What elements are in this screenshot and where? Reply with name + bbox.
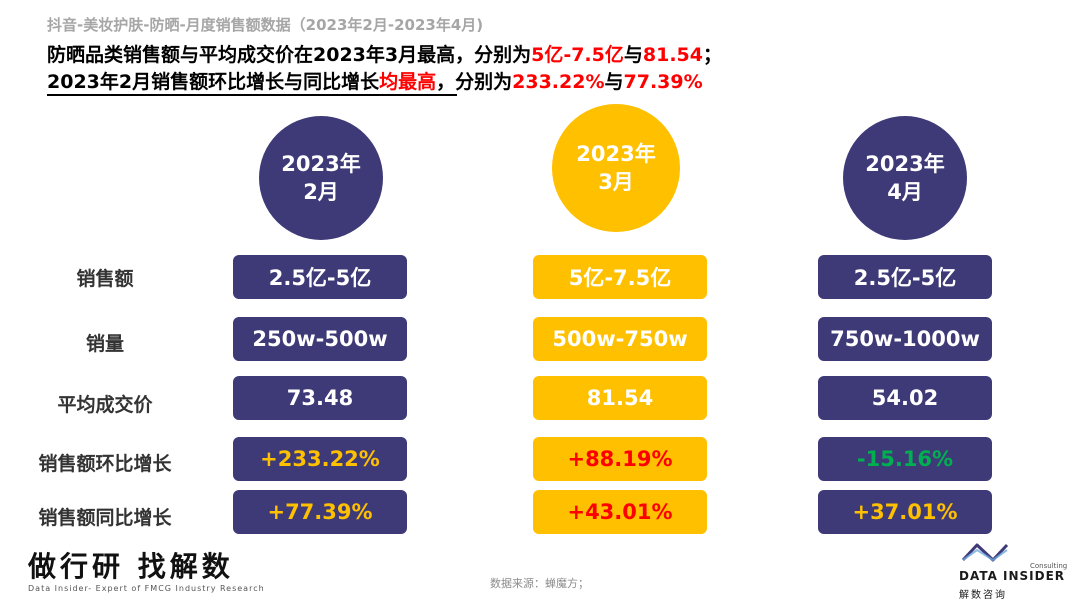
row-label-mom-growth: 销售额环比增长 bbox=[38, 453, 172, 475]
cell-yoy-growth-mar: +43.01% bbox=[533, 490, 707, 534]
cell-sales-apr: 2.5亿-5亿 bbox=[818, 255, 992, 299]
headline-line-1: 防晒品类销售额与平均成交价在2023年3月最高，分别为5亿-7.5亿与81.54… bbox=[47, 40, 722, 67]
cell-yoy-growth-feb: +77.39% bbox=[233, 490, 407, 534]
headline-2-text-a: 2023年2月销售额环比增长与同比增长 bbox=[47, 71, 380, 93]
logo-consulting-label: Consulting bbox=[1030, 562, 1068, 570]
page-subtitle: 抖音-美妆护肤-防晒-月度销售额数据（2023年2月-2023年4月) bbox=[47, 16, 484, 34]
headline-1-highlight-sales: 5亿-7.5亿 bbox=[531, 44, 624, 66]
headline-1-highlight-price: 81.54 bbox=[642, 44, 703, 66]
month-circle-year: 2023年 bbox=[865, 152, 945, 176]
cell-volume-feb: 250w-500w bbox=[233, 317, 407, 361]
cell-avg-price-mar: 81.54 bbox=[533, 376, 707, 420]
headline-underline bbox=[47, 94, 457, 96]
month-circle-apr: 2023年 4月 bbox=[843, 116, 967, 240]
cell-mom-growth-feb: +233.22% bbox=[233, 437, 407, 481]
row-label-volume: 销量 bbox=[85, 333, 124, 355]
row-label-sales: 销售额 bbox=[76, 268, 134, 290]
data-insider-logo-icon bbox=[961, 543, 1009, 562]
month-circle-month: 2月 bbox=[303, 180, 339, 204]
cell-sales-mar: 5亿-7.5亿 bbox=[533, 255, 707, 299]
data-source: 数据来源：蝉魔方； bbox=[490, 577, 589, 590]
row-label-yoy-growth: 销售额同比增长 bbox=[38, 507, 172, 529]
headline-2-highlight-yoy: 77.39% bbox=[623, 71, 703, 93]
cell-volume-mar: 500w-750w bbox=[533, 317, 707, 361]
headline-1-text-c: ； bbox=[703, 44, 723, 66]
cell-sales-feb: 2.5亿-5亿 bbox=[233, 255, 407, 299]
month-circle-year: 2023年 bbox=[281, 152, 361, 176]
headline-1-text-b: 与 bbox=[623, 44, 643, 66]
month-circle-month: 3月 bbox=[598, 170, 634, 194]
cell-avg-price-feb: 73.48 bbox=[233, 376, 407, 420]
brand-slogan: 做行研 找解数 bbox=[28, 550, 234, 583]
month-circle-mar: 2023年 3月 bbox=[552, 104, 680, 232]
month-circle-year: 2023年 bbox=[576, 142, 656, 166]
headline-2-text-c: 与 bbox=[604, 71, 624, 93]
headline-line-2: 2023年2月销售额环比增长与同比增长均最高，分别为233.22%与77.39% bbox=[47, 67, 703, 94]
headline-2-highlight-most: 均最高 bbox=[379, 71, 437, 93]
month-circle-month: 4月 bbox=[887, 180, 923, 204]
headline-2-text-b: ，分别为 bbox=[436, 71, 513, 93]
month-circle-feb: 2023年 2月 bbox=[259, 116, 383, 240]
cell-mom-growth-apr: -15.16% bbox=[818, 437, 992, 481]
cell-avg-price-apr: 54.02 bbox=[818, 376, 992, 420]
logo-name: DATA INSIDER bbox=[959, 569, 1066, 583]
row-label-avg-price: 平均成交价 bbox=[57, 394, 153, 416]
cell-volume-apr: 750w-1000w bbox=[818, 317, 992, 361]
headline-1-text-a: 防晒品类销售额与平均成交价在2023年3月最高，分别为 bbox=[47, 44, 532, 66]
cell-yoy-growth-apr: +37.01% bbox=[818, 490, 992, 534]
brand-tagline: Data Insider- Expert of FMCG Industry Re… bbox=[28, 584, 265, 593]
cell-mom-growth-mar: +88.19% bbox=[533, 437, 707, 481]
logo-cn-name: 解数咨询 bbox=[959, 590, 1007, 601]
headline-2-highlight-mom: 233.22% bbox=[512, 71, 605, 93]
